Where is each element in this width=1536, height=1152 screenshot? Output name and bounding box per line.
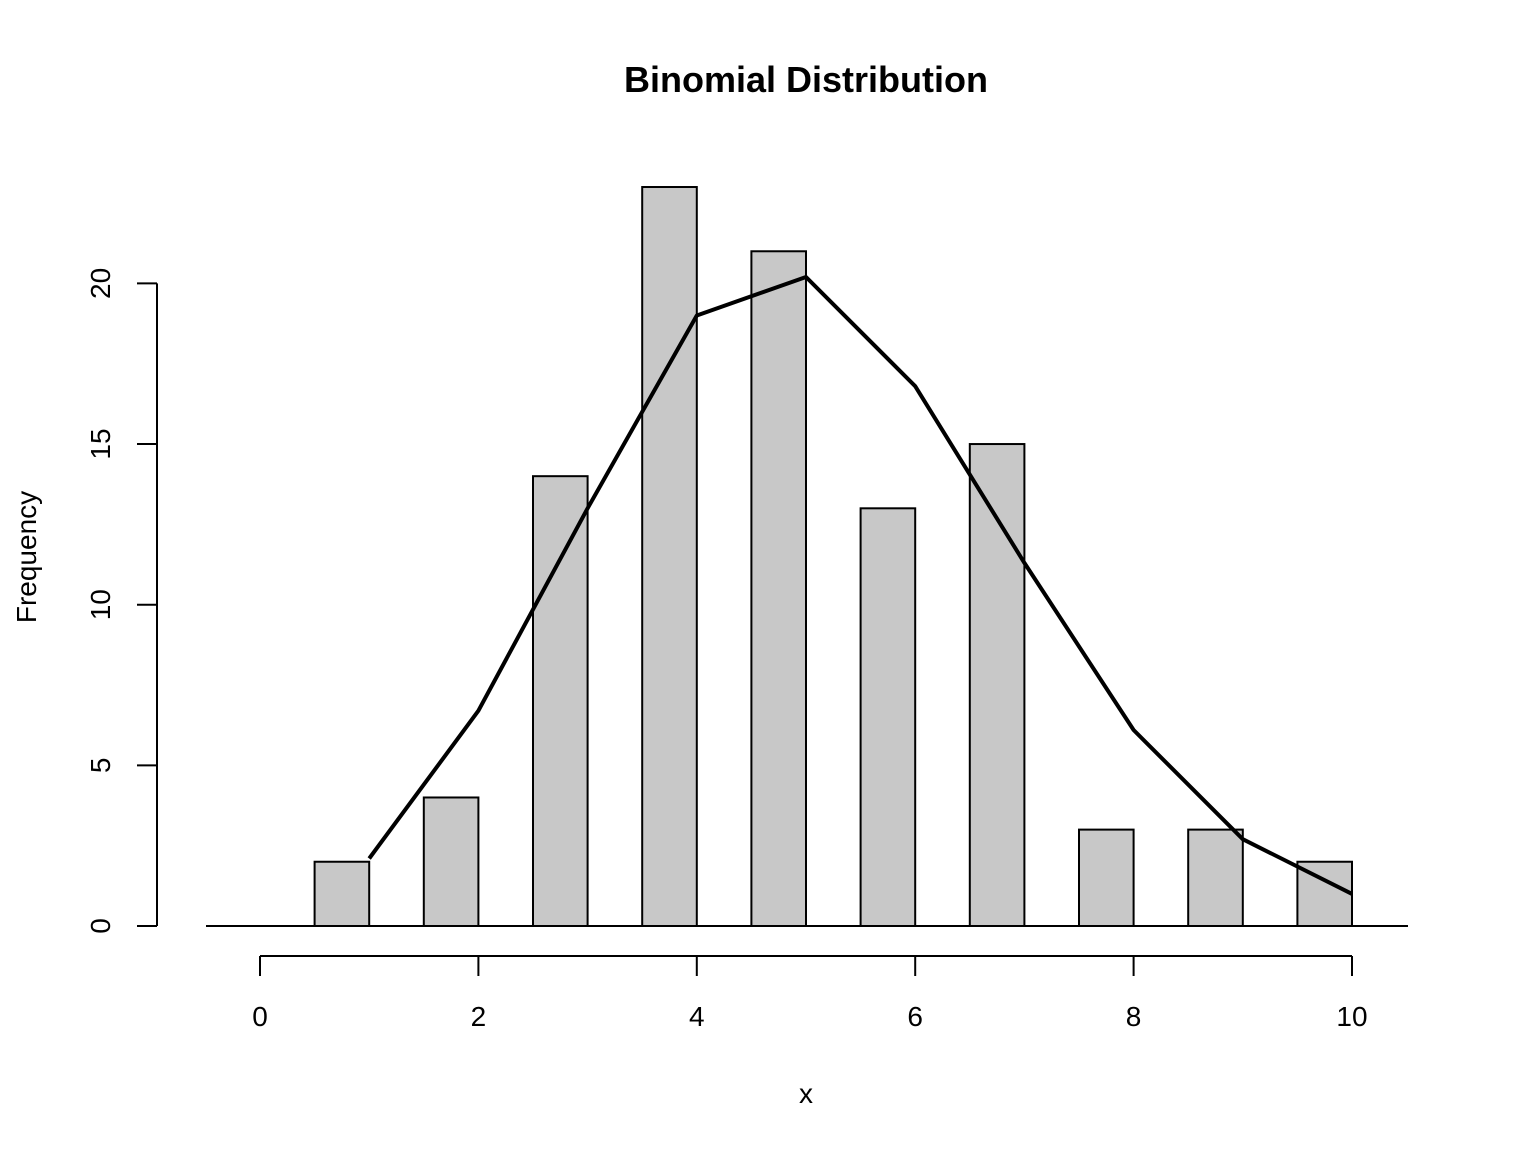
- bars-group: [313, 186, 1354, 927]
- bar-6: [859, 507, 917, 927]
- y-tick-label: 5: [85, 758, 116, 774]
- x-tick-label: 2: [471, 1001, 487, 1032]
- bar-5: [750, 250, 808, 927]
- y-tick-label: 15: [85, 428, 116, 459]
- y-axis: 0 5 10 15 20: [85, 268, 158, 934]
- y-axis-label: Frequency: [11, 491, 42, 623]
- x-tick-label: 8: [1126, 1001, 1142, 1032]
- x-tick-label: 6: [907, 1001, 923, 1032]
- y-tick-label: 20: [85, 268, 116, 299]
- x-axis-label: x: [799, 1078, 813, 1109]
- y-tick-label: 10: [85, 589, 116, 620]
- bar-7: [968, 443, 1026, 927]
- bar-9: [1187, 828, 1244, 927]
- bar-3: [532, 475, 589, 927]
- chart-title: Binomial Distribution: [624, 59, 988, 100]
- x-tick-label: 4: [689, 1001, 705, 1032]
- x-axis: 0 2 4 6 8 10: [252, 955, 1368, 1032]
- bar-8: [1078, 828, 1135, 927]
- bar-2: [422, 796, 480, 927]
- x-tick-label: 10: [1336, 1001, 1367, 1032]
- x-tick-label: 0: [252, 1001, 268, 1032]
- bar-1: [313, 860, 371, 927]
- y-tick-label: 0: [85, 918, 116, 934]
- expected-frequency-line: [367, 275, 1353, 896]
- bar-4: [641, 186, 698, 927]
